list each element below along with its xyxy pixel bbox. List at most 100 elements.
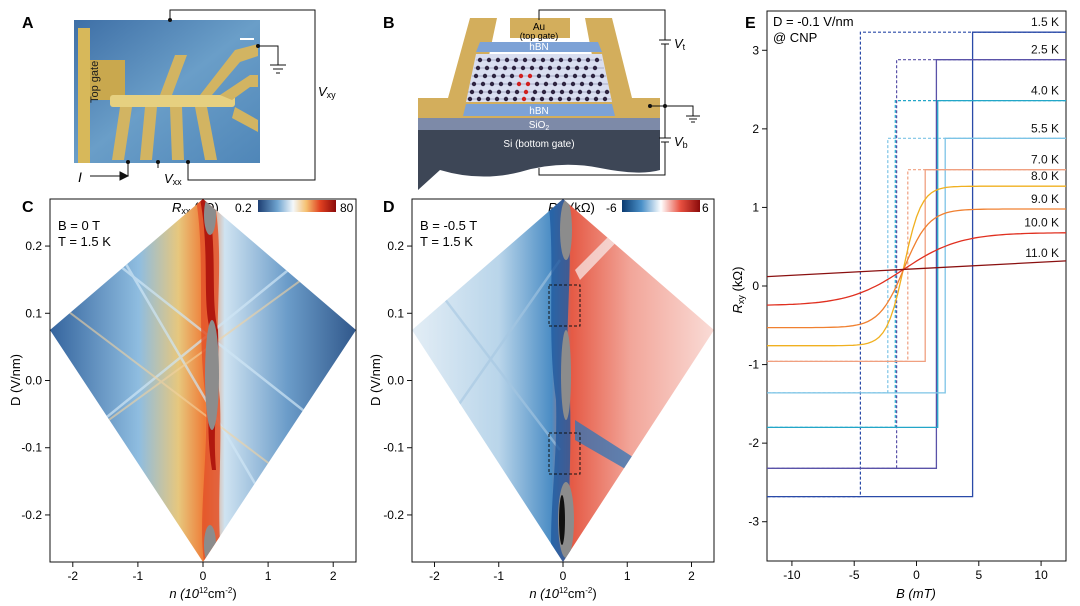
colorbar-c [258,200,336,212]
atom-marker [602,96,608,102]
atom-marker [522,57,528,63]
atom-marker [467,96,473,102]
legend-entry: 9.0 K [1031,192,1059,206]
atom-marker [576,57,582,63]
atom-marker [500,73,506,79]
atom-marker [568,89,574,95]
atom-marker [491,73,497,79]
atom-marker [541,89,547,95]
y-tick-label: -0.1 [21,441,42,455]
x-tick-label: 0 [560,569,567,583]
legend-entry: 2.5 K [1031,43,1059,57]
top-gate-label: Top gate [89,61,101,103]
atom-marker [482,73,488,79]
legend-entry: 1.5 K [1031,15,1059,29]
x-tick-label: -1 [493,569,504,583]
atom-marker [530,96,536,102]
atom-marker [520,65,526,71]
panel-b: B Au (top gate) hBN hBN SiO2 Si (bottom … [383,9,700,190]
sio2-layer [418,118,660,130]
colorbar-c-min: 0.2 [235,201,252,215]
heatmap-c [50,199,356,562]
graphene-layers [466,54,612,102]
x-tick-label: -10 [783,568,801,582]
atom-marker [559,89,565,95]
atom-marker [505,89,511,95]
atom-marker [583,65,589,71]
legend-e: 1.5 K 2.5 K 4.0 K 5.5 K 7.0 K 8.0 K 9.0 K 10.0 … [1024,15,1059,260]
vt-label: Vt [674,36,686,52]
atom-marker [556,65,562,71]
y-tick-label: 1 [752,200,759,214]
annot-cnp: @ CNP [773,30,817,45]
atom-marker [592,65,598,71]
hbn-top [476,42,602,52]
atom-marker [552,81,558,87]
y-tick-label: 0.0 [25,374,42,388]
x-tick-label: -2 [429,569,440,583]
hbn-top-label: hBN [529,42,548,53]
annot-d-value: D = -0.1 V/nm [773,14,854,29]
series-line-sweep-up [767,99,1066,429]
x-tick-label: 2 [688,569,695,583]
colorbar-d-min: -6 [606,201,617,215]
x-tick-label: 1 [624,569,631,583]
y-tick-label: 0.1 [387,306,404,320]
atom-marker [577,89,583,95]
y-tick-label: -1 [748,358,759,372]
atom-marker [534,81,540,87]
atom-marker [597,81,603,87]
atom-marker [557,96,563,102]
y-tick-label: 2 [752,122,759,136]
legend-entry: 8.0 K [1031,169,1059,183]
vb-label: Vb [674,134,688,150]
highlight-box-upper [548,284,581,327]
atom-marker [584,96,590,102]
y-tick-label: 3 [752,43,759,57]
atom-marker [558,57,564,63]
axes-c-ticks: -2 -1 0 1 2 0.2 0.1 0.0 -0.1 -0.2 [21,239,337,583]
device-photo-leads [78,28,258,163]
panel-a-label: A [22,15,34,32]
atom-marker [566,96,572,102]
hbn-bottom [463,104,615,116]
x-tick-label: 0 [200,569,207,583]
atom-marker [572,73,578,79]
axis-d-ylabel: D (V/nm) [368,354,383,406]
atom-marker [484,65,490,71]
current-label: I [78,169,82,185]
param-d-b: B = -0.5 T [420,218,477,233]
colorbar-c-max: 80 [340,201,354,215]
si-substrate [418,130,660,190]
axes-d-ticks: -2 -1 0 1 2 0.2 0.1 0.0 -0.1 -0.2 [383,239,695,583]
x-tick-label: 5 [975,568,982,582]
atom-marker [478,89,484,95]
au-label: Au [533,22,545,33]
atom-marker [575,96,581,102]
atom-marker [511,65,517,71]
atom-marker [604,89,610,95]
highlight-box-lower [548,432,581,475]
atom-marker [563,73,569,79]
axis-c-ylabel: D (V/nm) [8,354,23,406]
series-line [766,260,1067,278]
atom-marker [549,57,555,63]
atom-marker [513,57,519,63]
atom-marker [532,89,538,95]
y-tick-label: -0.1 [383,441,404,455]
x-tick-label: 10 [1034,568,1048,582]
param-c-b: B = 0 T [58,218,100,233]
atom-marker [502,65,508,71]
atom-marker [574,65,580,71]
atom-marker [579,81,585,87]
atom-marker [496,89,502,95]
atom-marker [487,89,493,95]
atom-marker [595,89,601,95]
series-line-sweep-down [767,99,1066,428]
atom-marker [561,81,567,87]
legend-entry: 5.5 K [1031,121,1059,135]
atom-marker [475,65,481,71]
sio2-label: SiO2 [529,120,550,132]
atom-marker [512,96,518,102]
